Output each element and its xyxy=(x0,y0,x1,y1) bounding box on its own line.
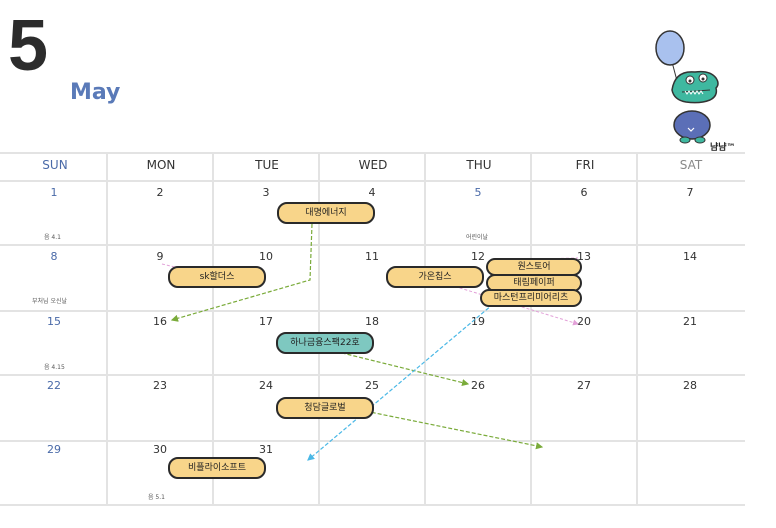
grid-line xyxy=(0,244,745,246)
day-cell[interactable]: 20 xyxy=(577,315,591,328)
grid-line xyxy=(424,152,426,506)
grid-line xyxy=(106,152,108,506)
day-cell[interactable]: 28 xyxy=(683,379,697,392)
brand-label: 냠냠™ xyxy=(710,143,736,153)
day-cell[interactable]: 30 xyxy=(153,443,167,456)
day-cell[interactable]: 24 xyxy=(259,379,273,392)
grid-line xyxy=(0,440,745,442)
lunar-date-note: 음 5.1 xyxy=(148,494,165,501)
day-cell[interactable]: 11 xyxy=(365,250,379,263)
day-cell[interactable]: 8 xyxy=(50,250,58,263)
day-cell[interactable]: 17 xyxy=(259,315,273,328)
day-cell[interactable]: 19 xyxy=(471,315,485,328)
holiday-note: 부처님 오신날 xyxy=(32,298,68,305)
arrow xyxy=(329,349,470,387)
ipo-event-chip[interactable]: 마스턴프리미어리츠 xyxy=(480,289,582,307)
day-cell[interactable]: 5 xyxy=(474,186,482,199)
month-name: May xyxy=(70,80,121,105)
ipo-event-chip[interactable]: 대명에너지 xyxy=(277,202,375,224)
grid-line xyxy=(0,374,745,376)
weekday-thu: THU xyxy=(466,158,492,172)
day-cell[interactable]: 16 xyxy=(153,315,167,328)
weekday-wed: WED xyxy=(358,158,388,172)
weekday-mon: MON xyxy=(146,158,176,172)
day-cell[interactable]: 6 xyxy=(580,186,588,199)
day-cell[interactable]: 12 xyxy=(471,250,485,263)
weekday-tue: TUE xyxy=(255,158,279,172)
day-cell[interactable]: 3 xyxy=(262,186,270,199)
day-cell[interactable]: 2 xyxy=(156,186,164,199)
grid-line xyxy=(0,310,745,312)
ipo-event-chip[interactable]: 비플라이소프트 xyxy=(168,457,266,479)
day-cell[interactable]: 21 xyxy=(683,315,697,328)
day-cell[interactable]: 27 xyxy=(577,379,591,392)
day-cell[interactable]: 29 xyxy=(47,443,61,456)
ipo-event-chip[interactable]: sk할더스 xyxy=(168,266,266,288)
day-cell[interactable]: 31 xyxy=(259,443,273,456)
weekday-fri: FRI xyxy=(575,158,595,172)
ipo-event-chip[interactable]: 하나금융스팩22호 xyxy=(276,332,374,354)
month-number: 5 xyxy=(8,6,49,86)
ipo-event-chip[interactable]: 청담글로벌 xyxy=(276,397,374,419)
grid-line xyxy=(636,152,638,506)
grid-line xyxy=(0,504,745,506)
day-cell[interactable]: 10 xyxy=(259,250,273,263)
holiday-note: 어린이날 xyxy=(466,234,489,241)
day-cell[interactable]: 1 xyxy=(50,186,58,199)
day-cell[interactable]: 13 xyxy=(577,250,591,263)
day-cell[interactable]: 25 xyxy=(365,379,379,392)
grid-line xyxy=(530,152,532,506)
grid-line xyxy=(0,180,745,182)
grid-line xyxy=(0,152,745,154)
day-cell[interactable]: 9 xyxy=(156,250,164,263)
day-cell[interactable]: 26 xyxy=(471,379,485,392)
day-cell[interactable]: 7 xyxy=(686,186,694,199)
weekday-sun: SUN xyxy=(42,158,68,172)
day-cell[interactable]: 22 xyxy=(47,379,61,392)
grid-line xyxy=(212,152,214,506)
day-cell[interactable]: 15 xyxy=(47,315,61,328)
lunar-date-note: 음 4.1 xyxy=(44,234,61,241)
day-cell[interactable]: 14 xyxy=(683,250,697,263)
weekday-sat: SAT xyxy=(679,158,703,172)
ipo-event-chip[interactable]: 가온칩스 xyxy=(386,266,484,288)
day-cell[interactable]: 4 xyxy=(368,186,376,199)
crocodile-mascot-icon xyxy=(655,30,719,144)
day-cell[interactable]: 23 xyxy=(153,379,167,392)
day-cell[interactable]: 18 xyxy=(365,315,379,328)
lunar-date-note: 음 4.15 xyxy=(44,364,65,371)
